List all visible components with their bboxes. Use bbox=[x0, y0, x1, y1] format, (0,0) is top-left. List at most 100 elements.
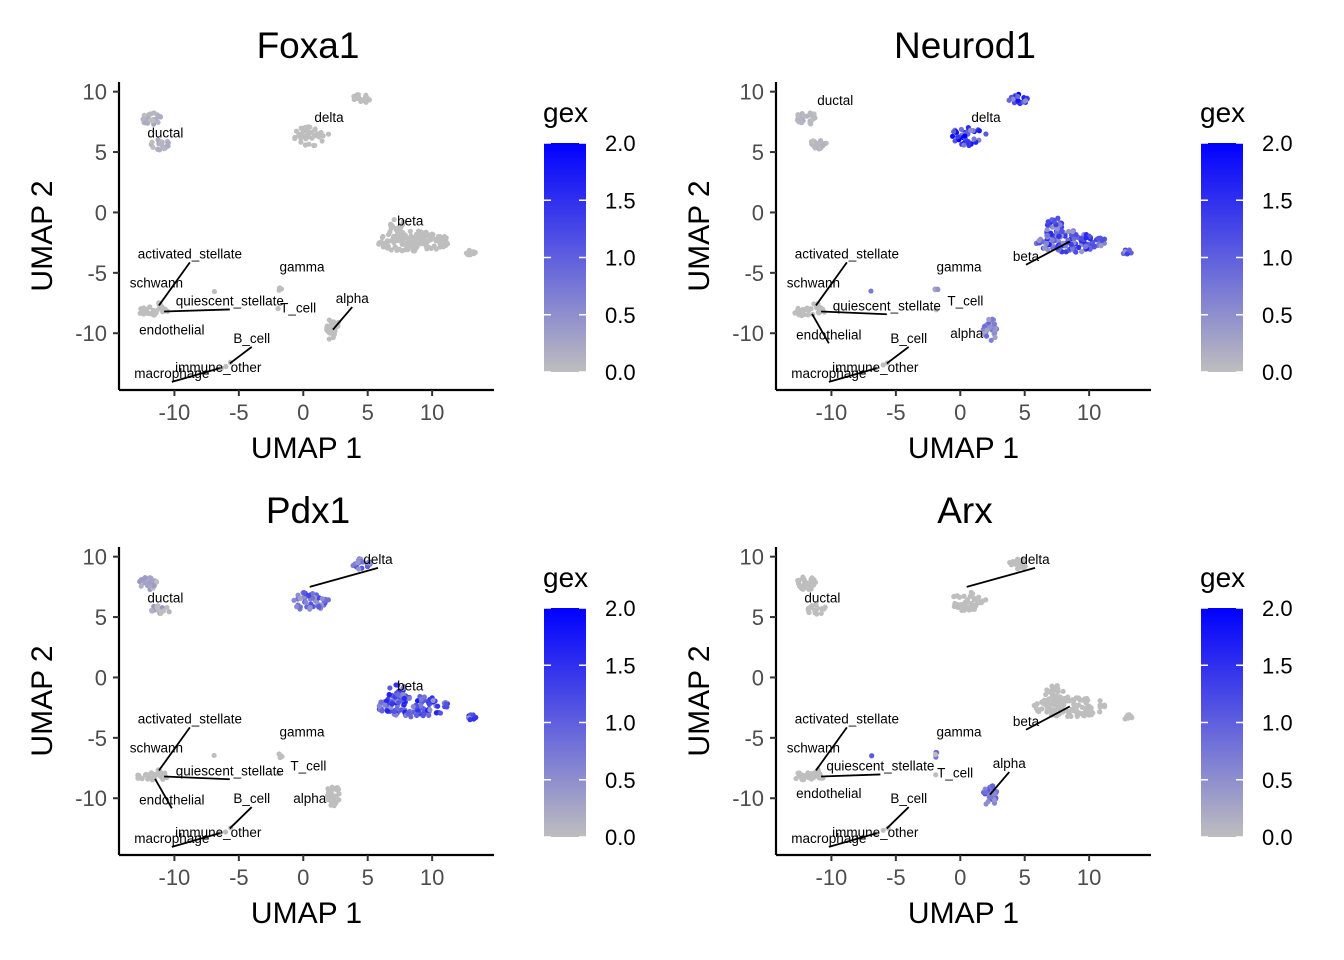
cluster-label: T_cell bbox=[937, 766, 973, 781]
cell-point bbox=[975, 598, 982, 604]
cell-point bbox=[1068, 241, 1074, 248]
cell-point bbox=[868, 288, 874, 294]
cell-point bbox=[1057, 694, 1063, 700]
cell-point bbox=[414, 238, 420, 244]
cell-point bbox=[880, 362, 886, 368]
cell-point bbox=[138, 583, 144, 589]
x-tick-label: -10 bbox=[816, 400, 848, 425]
cell-point bbox=[405, 243, 411, 249]
x-tick-label: 0 bbox=[297, 400, 309, 425]
cell-point bbox=[407, 228, 413, 234]
cell-point bbox=[981, 323, 988, 330]
cell-point bbox=[1054, 683, 1060, 689]
cluster-label: gamma bbox=[279, 725, 325, 740]
cluster-endothelial bbox=[135, 770, 159, 783]
cell-point bbox=[425, 699, 432, 706]
cell-point bbox=[1065, 228, 1072, 235]
label-leader-line bbox=[164, 308, 230, 313]
cell-point bbox=[354, 95, 360, 102]
cell-point bbox=[988, 337, 994, 343]
cell-point bbox=[993, 325, 999, 331]
cluster-endothelial bbox=[137, 304, 160, 318]
cell-point bbox=[800, 306, 806, 313]
cell-point bbox=[1016, 565, 1022, 571]
cell-point bbox=[800, 574, 806, 580]
cell-point bbox=[1041, 245, 1048, 251]
cluster-label: T_cell bbox=[280, 301, 316, 316]
cell-point bbox=[325, 797, 331, 803]
x-tick-label: -5 bbox=[229, 400, 249, 425]
cell-point bbox=[1098, 243, 1104, 249]
cell-point bbox=[983, 131, 989, 137]
cluster-delta bbox=[292, 92, 372, 149]
label-leader-line bbox=[815, 726, 848, 771]
cell-point bbox=[869, 753, 875, 759]
cell-point bbox=[399, 241, 405, 247]
cell-point bbox=[437, 710, 444, 716]
cell-point bbox=[223, 363, 229, 370]
label-leader-line bbox=[158, 261, 191, 306]
cell-point bbox=[394, 247, 400, 253]
cell-point bbox=[1097, 709, 1103, 715]
x-tick-label: -10 bbox=[159, 865, 191, 890]
legend-tick-label: 1.0 bbox=[605, 711, 636, 736]
x-tick-label: 5 bbox=[362, 400, 374, 425]
cell-point bbox=[334, 785, 340, 791]
cell-point bbox=[411, 246, 417, 252]
cluster-label: endothelial bbox=[796, 327, 861, 342]
cluster-label: schwann bbox=[787, 740, 840, 755]
cluster-label: B_cell bbox=[233, 791, 270, 806]
cell-point bbox=[955, 134, 961, 140]
cluster-beta bbox=[376, 682, 479, 723]
cell-point bbox=[801, 582, 807, 588]
cluster-label: beta bbox=[1013, 714, 1040, 729]
cell-point bbox=[420, 713, 426, 719]
cell-point bbox=[986, 320, 992, 326]
cell-point bbox=[150, 144, 156, 150]
cell-point bbox=[414, 712, 420, 719]
cell-point bbox=[809, 581, 815, 587]
legend-title: gex bbox=[543, 562, 588, 593]
cell-point bbox=[402, 247, 408, 253]
cell-point bbox=[142, 120, 148, 126]
x-tick-label: 0 bbox=[297, 865, 309, 890]
cell-point bbox=[1070, 708, 1076, 714]
x-tick-label: -10 bbox=[816, 865, 848, 890]
cluster-beta bbox=[376, 216, 478, 258]
cluster-endothelial bbox=[792, 305, 816, 319]
cluster-label: macrophage bbox=[134, 366, 209, 381]
cell-point bbox=[1060, 688, 1066, 694]
cell-point bbox=[962, 599, 968, 605]
cell-point bbox=[435, 703, 441, 709]
cell-point bbox=[387, 229, 393, 235]
cell-point bbox=[968, 589, 974, 595]
cluster-label: ductal bbox=[147, 591, 183, 606]
cell-point bbox=[331, 796, 337, 802]
label-leader-line bbox=[821, 310, 887, 316]
cell-point bbox=[309, 129, 315, 135]
cell-point bbox=[211, 288, 218, 295]
cell-point bbox=[1049, 237, 1056, 243]
cluster-label: ductal bbox=[147, 126, 183, 141]
cell-point bbox=[442, 240, 448, 246]
panel-pdx1: Pdx1 -10 -5 0 5 10 -10 -5 0 5 10 UMAP 1 UMAP 2 ductal… bbox=[26, 490, 636, 930]
cluster-delta bbox=[949, 91, 1030, 149]
cluster-label: macrophage bbox=[791, 831, 866, 846]
cell-point bbox=[306, 592, 312, 599]
cell-point bbox=[391, 216, 397, 223]
cell-point bbox=[1054, 226, 1061, 232]
cell-point bbox=[376, 703, 382, 709]
cell-point bbox=[222, 829, 229, 835]
cell-point bbox=[800, 586, 806, 592]
cluster-T-cell bbox=[275, 770, 282, 776]
cell-point bbox=[1077, 697, 1083, 703]
cell-point bbox=[1056, 233, 1062, 239]
cell-point bbox=[1020, 564, 1026, 571]
cluster-alpha bbox=[324, 317, 341, 342]
legend-tick-label: 2.0 bbox=[1262, 596, 1293, 621]
cell-point bbox=[797, 119, 804, 125]
label-leader-line bbox=[821, 773, 881, 778]
cell-point bbox=[336, 791, 342, 797]
cell-point bbox=[795, 577, 801, 584]
cluster-label: B_cell bbox=[233, 331, 270, 346]
